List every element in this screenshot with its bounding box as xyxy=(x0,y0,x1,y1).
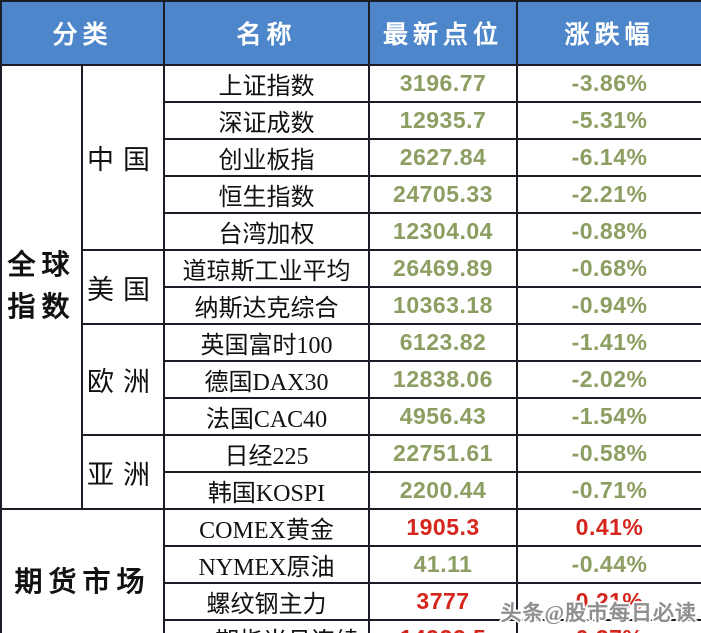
index-value: 41.11 xyxy=(368,545,519,584)
index-name: 英国富时100 xyxy=(163,323,371,362)
index-name: 深证成数 xyxy=(163,101,371,140)
index-value: 14922.5 xyxy=(368,619,519,633)
index-value: 4956.43 xyxy=(368,397,519,436)
index-name: 道琼斯工业平均 xyxy=(163,249,371,288)
index-value: 6123.82 xyxy=(368,323,519,362)
index-change: -5.31% xyxy=(516,101,701,140)
index-name: NYMEX原油 xyxy=(163,545,371,584)
index-change: -0.94% xyxy=(516,286,701,325)
index-value: 3777 xyxy=(368,582,519,621)
index-name: 台湾加权 xyxy=(163,212,371,251)
index-change: -0.88% xyxy=(516,212,701,251)
table-row: 亚洲 日经225 22751.61 -0.58% xyxy=(1,434,701,510)
index-value: 26469.89 xyxy=(368,249,519,288)
header-latest: 最新点位 xyxy=(368,0,519,66)
index-change: -0.68% xyxy=(516,249,701,288)
index-name: 创业板指 xyxy=(163,138,371,177)
index-value: 22751.61 xyxy=(368,434,519,473)
header-name: 名称 xyxy=(163,0,371,66)
table-row: 台湾加权 12304.04 -0.88% xyxy=(1,212,701,251)
region-cell-china: 中国 xyxy=(80,64,166,251)
index-change: -6.14% xyxy=(516,138,701,177)
index-value: 12304.04 xyxy=(368,212,519,251)
table-row: 全球指数 中国 上证指数 3196.77 -3.86% xyxy=(0,64,701,510)
index-value: 12838.06 xyxy=(368,360,519,399)
region-cell-usa: 美国 xyxy=(80,249,166,325)
index-value: 1905.3 xyxy=(368,508,519,547)
category-cell-global: 全球指数 xyxy=(0,64,83,510)
table-row: 法国CAC40 4956.43 -1.54% xyxy=(1,397,701,436)
category-cell-futures: 期货市场 xyxy=(0,508,166,633)
index-value: 2200.44 xyxy=(368,471,519,510)
index-name: 韩国KOSPI xyxy=(163,471,371,510)
index-name: A50期指当月连续 xyxy=(163,619,371,633)
index-name: 日经225 xyxy=(163,434,371,473)
index-name: 上证指数 xyxy=(163,64,371,103)
index-name: 法国CAC40 xyxy=(163,397,371,436)
index-change: -0.71% xyxy=(516,471,701,510)
table-row: 美国 道琼斯工业平均 26469.89 -0.68% xyxy=(1,249,701,325)
header-change: 涨跌幅 xyxy=(516,0,701,66)
table-row: A50期指当月连续 14922.5 0.37% xyxy=(1,619,701,633)
index-name: COMEX黄金 xyxy=(163,508,371,547)
table-row: 纳斯达克综合 10363.18 -0.94% xyxy=(1,286,701,325)
index-change: -1.54% xyxy=(516,397,701,436)
index-value: 3196.77 xyxy=(368,64,519,103)
index-change: -3.86% xyxy=(516,64,701,103)
table-row: 欧洲 英国富时100 6123.82 -1.41% xyxy=(1,323,701,436)
index-change: 0.41% xyxy=(516,508,701,547)
index-value: 24705.33 xyxy=(368,175,519,214)
index-change: -0.58% xyxy=(516,434,701,473)
region-cell-asia: 亚洲 xyxy=(80,434,166,510)
table-row: 韩国KOSPI 2200.44 -0.71% xyxy=(1,471,701,510)
index-name: 德国DAX30 xyxy=(163,360,371,399)
table-row: 恒生指数 24705.33 -2.21% xyxy=(1,175,701,214)
table-row: 螺纹钢主力 3777 0.21% xyxy=(1,582,701,621)
index-value: 2627.84 xyxy=(368,138,519,177)
index-change: -0.44% xyxy=(516,545,701,584)
index-change: -2.21% xyxy=(516,175,701,214)
header-category: 分类 xyxy=(0,0,166,66)
table-row: 深证成数 12935.7 -5.31% xyxy=(1,101,701,140)
table-row: 期货市场 COMEX黄金 1905.3 0.41% xyxy=(0,508,701,633)
header-row: 分类 名称 最新点位 涨跌幅 xyxy=(0,0,701,66)
index-change: -2.02% xyxy=(516,360,701,399)
table-row: 创业板指 2627.84 -6.14% xyxy=(1,138,701,177)
index-change: -1.41% xyxy=(516,323,701,362)
index-name: 螺纹钢主力 xyxy=(163,582,371,621)
table-row: 德国DAX30 12838.06 -2.02% xyxy=(1,360,701,399)
index-name: 纳斯达克综合 xyxy=(163,286,371,325)
index-name: 恒生指数 xyxy=(163,175,371,214)
region-cell-europe: 欧洲 xyxy=(80,323,166,436)
index-value: 10363.18 xyxy=(368,286,519,325)
index-value: 12935.7 xyxy=(368,101,519,140)
table-row: NYMEX原油 41.11 -0.44% xyxy=(1,545,701,584)
watermark: 头条@股市每日必读 xyxy=(500,601,697,625)
